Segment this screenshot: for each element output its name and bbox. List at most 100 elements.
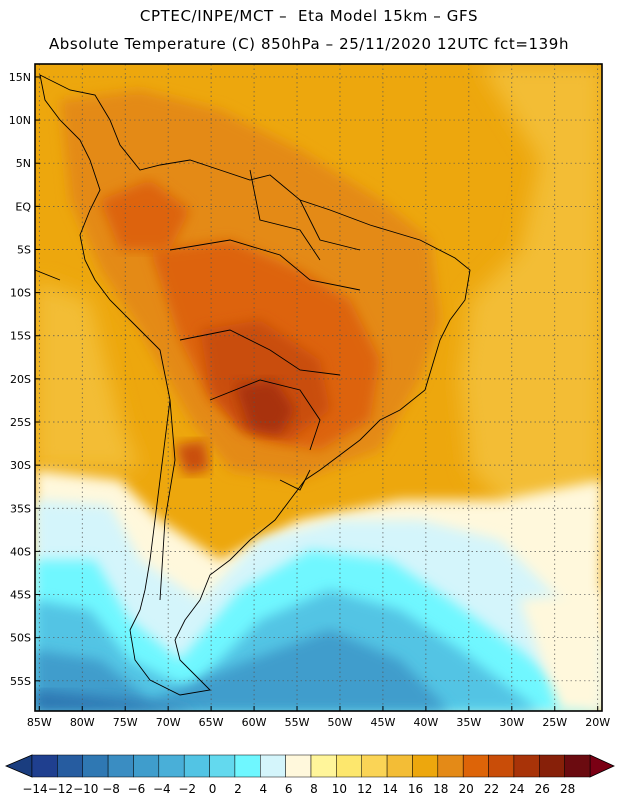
border-4 — [249, 169, 321, 261]
colorbar: −14 −12 −10 −8 −6 −4 −2 0 2 4 6 8 10 12 14 16 18 20 22 24 26… — [4, 754, 615, 796]
field-22-24-argentina — [175, 440, 210, 475]
colorbar-label: −4 — [153, 782, 171, 796]
colorbar-label: 20 — [459, 782, 474, 796]
temperature-field — [35, 64, 602, 711]
colorbar-label: 26 — [535, 782, 550, 796]
colorbar-label: 18 — [433, 782, 448, 796]
lon-label: 55W — [285, 716, 310, 729]
colorbar-label: 14 — [382, 782, 397, 796]
lat-label: 10S — [10, 287, 31, 300]
lon-label: 45W — [370, 716, 395, 729]
lat-label: 30S — [10, 459, 31, 472]
map-frame — [34, 63, 603, 712]
colorbar-swatch — [488, 754, 515, 778]
field-22-24 — [200, 320, 330, 440]
colorbar-swatch — [462, 754, 489, 778]
colorbar-label: −2 — [178, 782, 196, 796]
colorbar-under-arrow — [4, 754, 33, 778]
field-24-26-paraguay — [235, 380, 295, 435]
colorbar-label: 16 — [408, 782, 423, 796]
colorbar-swatch — [234, 754, 261, 778]
border-chile-argentina — [159, 399, 176, 601]
field-neg2-0 — [35, 630, 450, 711]
colorbar-swatch — [412, 754, 439, 778]
colorbar-swatch — [386, 754, 413, 778]
lat-label: 50S — [10, 632, 31, 645]
lat-label: 40S — [10, 545, 31, 558]
lat-label: 35S — [10, 502, 31, 515]
lat-label: 15N — [9, 71, 31, 84]
graticule — [35, 64, 602, 711]
colorbar-swatch — [31, 754, 58, 778]
lat-label: 5N — [16, 157, 31, 170]
lon-axis: 85W 80W 75W 70W 65W 60W 55W 50W 45W 40W 35W 30W 25W 2… — [27, 706, 610, 729]
title-line-2: Absolute Temperature (C) 850hPa – 25/11/… — [48, 35, 570, 53]
colorbar-label: −6 — [128, 782, 146, 796]
lon-label: 70W — [156, 716, 181, 729]
colorbar-label: −14 — [22, 782, 47, 796]
colorbar-label: 8 — [310, 782, 318, 796]
lat-label: 55S — [10, 675, 31, 688]
colorbar-label: 28 — [560, 782, 575, 796]
colorbar-swatch — [183, 754, 210, 778]
colorbar-swatch — [107, 754, 134, 778]
colorbar-swatch — [209, 754, 236, 778]
lon-label: 20W — [585, 716, 610, 729]
lon-label: 35W — [456, 716, 481, 729]
lon-label: 80W — [70, 716, 95, 729]
colorbar-swatch — [133, 754, 160, 778]
title-line-1: CPTEC/INPE/MCT – Eta Model 15km – GFS — [139, 7, 479, 25]
lon-label: 75W — [113, 716, 138, 729]
south-america-outline — [39, 74, 471, 696]
border-1 — [169, 239, 361, 291]
field-14-16-pacific — [35, 280, 140, 470]
field-20-22-north — [100, 180, 190, 250]
border-5 — [299, 199, 361, 251]
lat-label: 5S — [17, 243, 31, 256]
colorbar-label: 4 — [259, 782, 267, 796]
colorbar-label: −12 — [48, 782, 73, 796]
colorbar-swatch — [82, 754, 109, 778]
coastline — [35, 74, 471, 696]
colorbar-swatch — [310, 754, 337, 778]
lon-label: 25W — [542, 716, 567, 729]
lon-label: 65W — [199, 716, 224, 729]
colorbar-swatch — [57, 754, 83, 778]
border-2 — [179, 329, 341, 376]
lat-label: 10N — [9, 114, 31, 127]
colorbar-swatch — [285, 754, 312, 778]
lat-label: 15S — [10, 330, 31, 343]
field-6-8-east — [520, 590, 602, 711]
lat-axis: 15N 10N 5N EQ 5S 10S 15S 20S 25S 30S 35S 40S 45S 50S 5… — [9, 71, 40, 688]
colorbar-swatch — [539, 754, 565, 778]
colorbar-label: −10 — [73, 782, 98, 796]
field-14-16-atlantic — [460, 64, 602, 540]
lon-label: 50W — [328, 716, 353, 729]
colorbar-label: 10 — [332, 782, 347, 796]
colorbar-label: 0 — [209, 782, 217, 796]
field-neg4 — [35, 690, 200, 711]
colorbar-swatch — [336, 754, 362, 778]
colorbar-swatch — [513, 754, 540, 778]
lon-label: 30W — [499, 716, 524, 729]
lon-label: 40W — [413, 716, 438, 729]
lat-label: EQ — [15, 200, 31, 213]
border-3 — [209, 379, 321, 451]
colorbar-swatch — [361, 754, 388, 778]
lat-label: 45S — [10, 589, 31, 602]
colorbar-swatch — [437, 754, 464, 778]
colorbar-swatch — [564, 754, 591, 778]
colorbar-label: 24 — [509, 782, 524, 796]
colorbar-label: 6 — [285, 782, 293, 796]
colorbar-swatch — [158, 754, 185, 778]
colorbar-over-arrow — [589, 754, 615, 778]
lon-label: 60W — [242, 716, 267, 729]
colorbar-label: 2 — [234, 782, 242, 796]
colorbar-swatch — [260, 754, 286, 778]
colorbar-label: −8 — [102, 782, 120, 796]
colorbar-label: 22 — [484, 782, 499, 796]
lon-label: 85W — [27, 716, 52, 729]
lat-label: 25S — [10, 416, 31, 429]
coast-pacific-fragment — [35, 269, 61, 281]
